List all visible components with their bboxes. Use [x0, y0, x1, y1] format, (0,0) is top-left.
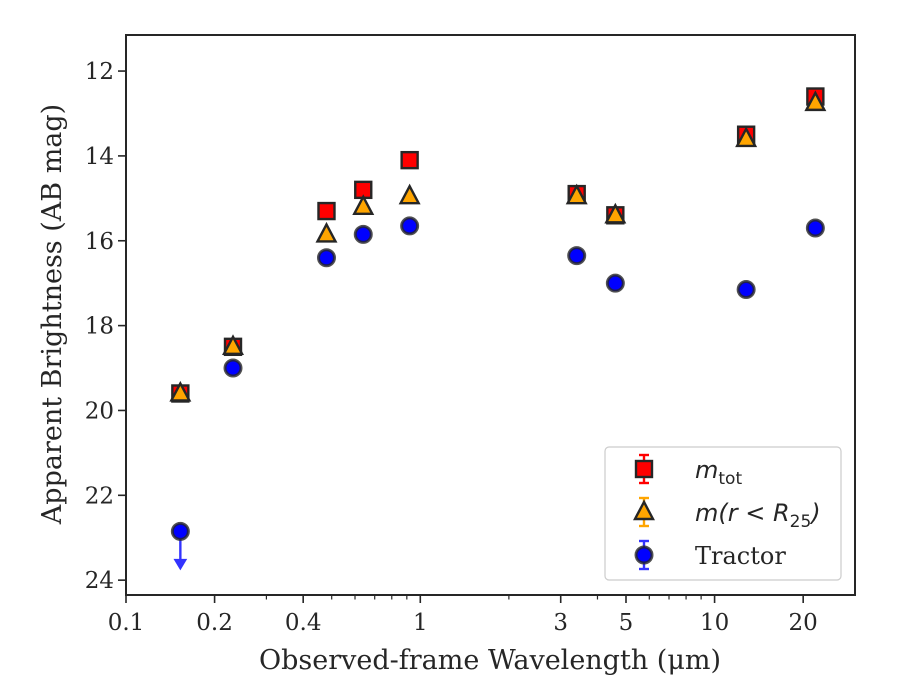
- x-tick-label: 10: [700, 610, 729, 636]
- mr25-point: [222, 334, 245, 356]
- series-circle: [170, 216, 825, 571]
- axes: 0.1 0.2 0.4 1 3 5 10 20 12 14 16 18 20 22 24: [85, 34, 856, 636]
- mtot-point: [400, 150, 419, 170]
- legend-label-mr25: m(r < R25): [695, 499, 821, 532]
- mr25-point: [352, 194, 375, 216]
- tractor-point: [805, 218, 825, 238]
- tractor-point: [736, 280, 756, 300]
- tractor-point: [567, 246, 587, 266]
- legend-box: [604, 446, 842, 581]
- y-tick-label: 18: [85, 314, 114, 340]
- tractor-point: [353, 224, 373, 244]
- legend-marker-tractor: [634, 545, 654, 565]
- mr25-point: [604, 202, 627, 224]
- y-tick-label: 12: [85, 59, 114, 85]
- x-tick-label: 0.4: [285, 610, 322, 636]
- y-axis-label: Apparent Brightness (AB mag): [37, 104, 68, 525]
- y-tick-label: 14: [85, 144, 114, 170]
- tractor-point: [170, 521, 190, 541]
- mr25-point: [315, 221, 338, 243]
- x-tick-label: 5: [619, 610, 634, 636]
- legend-label-tractor: Tractor: [695, 542, 786, 570]
- tractor-point: [223, 358, 243, 378]
- mr25-point: [804, 90, 827, 112]
- legend: mtot m(r < R25) Tractor: [604, 446, 842, 581]
- y-tick-label: 24: [85, 568, 114, 594]
- tractor-point: [605, 273, 625, 293]
- y-tick-label: 20: [85, 398, 114, 424]
- x-tick-label: 3: [553, 610, 568, 636]
- mr25-point: [565, 183, 588, 205]
- series-triangle: [169, 90, 827, 402]
- series-square: [171, 87, 825, 403]
- x-tick-label: 1: [413, 610, 428, 636]
- mr25-point: [735, 126, 758, 148]
- tractor-point: [316, 248, 336, 268]
- upper-limit-arrowhead: [173, 558, 188, 571]
- x-tick-label: 0.1: [108, 610, 145, 636]
- mr25-point: [398, 183, 421, 205]
- y-tick-label: 16: [85, 229, 114, 255]
- x-tick-label: 20: [789, 610, 818, 636]
- legend-label-mtot: mtot: [695, 456, 742, 489]
- legend-marker-mtot: [634, 459, 654, 479]
- mtot-point: [317, 201, 336, 221]
- mr25-point: [169, 380, 192, 402]
- plot-area: [169, 87, 827, 571]
- x-tick-label: 0.2: [196, 610, 233, 636]
- plot-frame: [125, 34, 856, 596]
- legend-marker-mr25: [633, 499, 655, 521]
- x-axis-label: Observed-frame Wavelength (μm): [259, 645, 721, 676]
- tractor-point: [400, 216, 420, 236]
- y-tick-label: 22: [85, 483, 114, 509]
